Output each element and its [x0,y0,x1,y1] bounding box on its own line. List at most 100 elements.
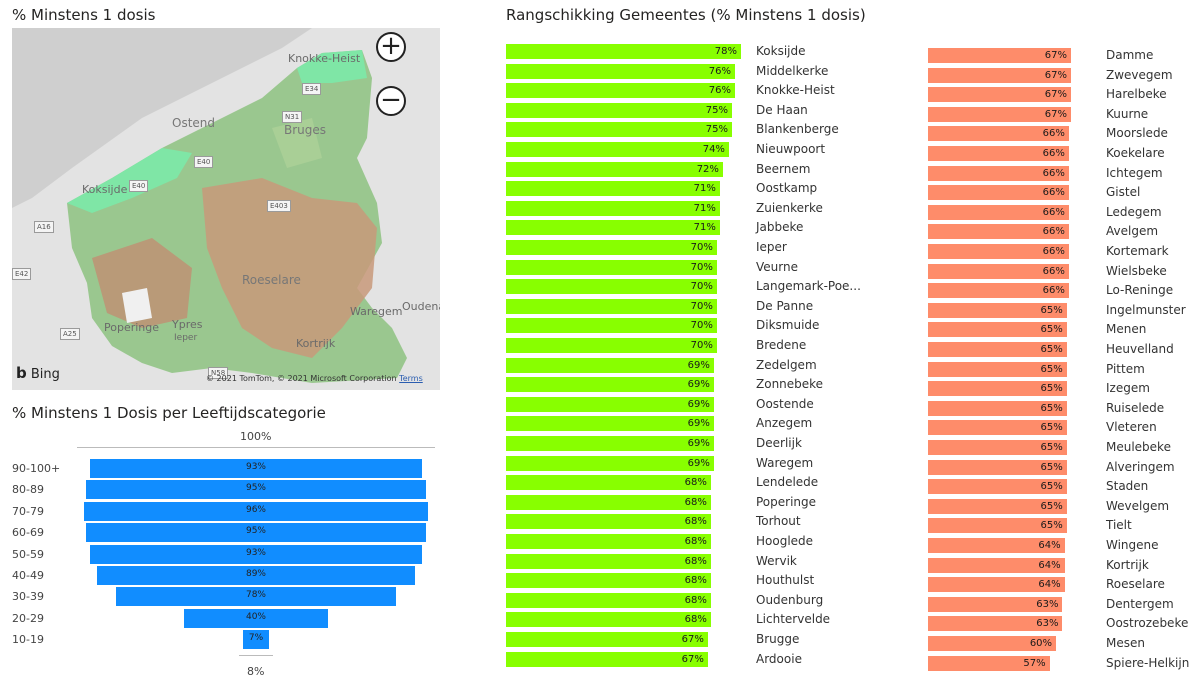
municipality-label: Roeselare [1106,577,1165,592]
age-bar[interactable]: 95% [85,523,427,543]
rank-bar-bottom[interactable]: 57% [928,655,1050,671]
rank-bar-bottom[interactable]: 65% [928,498,1067,514]
age-bar[interactable]: 96% [84,501,428,521]
rank-bar-value: 65% [1040,422,1063,434]
rank-bar-bottom[interactable]: 65% [928,381,1067,397]
rank-bar-top[interactable]: 68% [506,534,711,549]
rank-bar-top[interactable]: 70% [506,318,717,334]
rank-bar-bottom[interactable]: 66% [928,126,1069,142]
rank-bar-value: 75% [705,124,728,136]
rank-bar-top[interactable]: 76% [506,83,735,99]
municipality-label: Ieper [756,240,787,254]
municipality-label: Wielsbeke [1106,263,1167,278]
rank-bar-bottom[interactable]: 67% [928,48,1071,63]
rank-bar-top[interactable]: 68% [506,553,711,569]
municipality-label: De Haan [756,102,808,117]
municipality-map[interactable]: + − Knokke-Heist Ostend Bruges Koksijde … [12,28,440,390]
age-bar[interactable]: 89% [96,566,416,585]
rank-bar-top[interactable]: 68% [506,612,711,628]
age-bar[interactable]: 95% [85,480,427,500]
municipality-label: Anzegem [756,416,813,431]
municipality-label: Ingelmunster [1106,302,1186,317]
rank-bar-bottom[interactable]: 66% [928,283,1069,299]
rank-bar-value: 64% [1038,579,1061,591]
rank-bar-bottom[interactable]: 66% [928,146,1069,161]
rank-bar-bottom[interactable]: 65% [928,322,1067,338]
rank-bar-top[interactable]: 67% [506,632,708,647]
rank-bar-value: 72% [696,163,719,175]
age-category-label: 50-59 [12,547,44,561]
rank-bar-top[interactable]: 75% [506,102,732,118]
age-bar[interactable]: 93% [89,544,423,564]
rank-bar-top[interactable]: 78% [506,44,741,59]
rank-bar-bottom[interactable]: 66% [928,204,1069,220]
rank-bar-bottom[interactable]: 67% [928,67,1071,83]
municipality-label: Diksmuide [756,318,820,333]
rank-bar-bottom[interactable]: 64% [928,538,1065,553]
rank-bar-bottom[interactable]: 60% [928,636,1057,651]
low-coverage-region-west [92,238,192,328]
rank-bar-top[interactable]: 71% [506,181,720,197]
rank-bar-top[interactable]: 70% [506,259,717,275]
terms-link[interactable]: Terms [399,374,423,383]
rank-bar-top[interactable]: 68% [506,514,711,530]
rank-bar-top[interactable]: 71% [506,200,720,216]
rank-bar-value: 66% [1042,167,1065,179]
age-bar[interactable]: 40% [184,608,328,628]
rank-bar-top[interactable]: 69% [506,396,714,412]
rank-bar-bottom[interactable]: 65% [928,459,1067,475]
rank-bar-top[interactable]: 70% [506,338,717,353]
rank-bar-top[interactable]: 68% [506,573,711,589]
rank-bar-bottom[interactable]: 64% [928,557,1065,573]
rank-bar-bottom[interactable]: 66% [928,244,1069,259]
age-chart-title: % Minstens 1 Dosis per Leeftijdscategori… [12,404,326,422]
rank-bar-bottom[interactable]: 66% [928,263,1069,279]
age-bar[interactable]: 7% [243,630,269,650]
rank-bar-top[interactable]: 76% [506,63,735,79]
rank-bar-bottom[interactable]: 65% [928,342,1067,357]
age-bar[interactable]: 93% [89,459,423,478]
rank-bar-top[interactable]: 68% [506,494,711,510]
rank-bar-bottom[interactable]: 65% [928,400,1067,416]
rank-bar-bottom[interactable]: 65% [928,361,1067,377]
road-shield: A25 [60,328,80,340]
rank-bar-bottom[interactable]: 65% [928,440,1067,455]
rank-bar-value: 65% [1040,363,1063,375]
rank-bar-top[interactable]: 75% [506,122,732,138]
rank-bar-bottom[interactable]: 64% [928,577,1065,593]
rank-bar-top[interactable]: 67% [506,651,708,667]
rank-bar-top[interactable]: 68% [506,475,711,491]
rank-bar-top[interactable]: 72% [506,161,723,177]
rank-bar-bottom[interactable]: 66% [928,185,1069,201]
rank-bar-top[interactable]: 71% [506,220,720,236]
zoom-in-button[interactable]: + [376,32,406,62]
rank-bar-top[interactable]: 70% [506,240,717,255]
rank-bar-bottom[interactable]: 63% [928,616,1063,632]
rank-bar-bottom[interactable]: 67% [928,87,1071,103]
rank-bar-top[interactable]: 70% [506,298,717,314]
age-bar[interactable]: 78% [116,587,396,607]
rank-bar-top[interactable]: 69% [506,377,714,393]
age-category-label: 20-29 [12,611,44,625]
rank-bar-value: 68% [684,575,707,587]
rank-bar-bottom[interactable]: 65% [928,420,1067,436]
rank-bar-value: 75% [705,104,728,116]
rank-bar-top[interactable]: 68% [506,592,711,608]
rank-bar-top[interactable]: 69% [506,357,714,373]
rank-bar-top[interactable]: 69% [506,436,714,451]
rank-bar-bottom[interactable]: 67% [928,106,1071,122]
rank-bar-bottom[interactable]: 65% [928,479,1067,495]
municipality-label: Menen [1106,322,1147,337]
rank-bar-bottom[interactable]: 65% [928,518,1067,534]
rank-bar-bottom[interactable]: 63% [928,596,1063,612]
rank-bar-bottom[interactable]: 66% [928,165,1069,181]
rank-bar-bottom[interactable]: 66% [928,224,1069,240]
rank-bar-top[interactable]: 69% [506,416,714,432]
rank-bar-top[interactable]: 70% [506,279,717,295]
rank-bar-bottom[interactable]: 65% [928,302,1067,318]
zoom-out-button[interactable]: − [376,86,406,116]
rank-bar-top[interactable]: 74% [506,142,729,157]
age-bar-value: 95% [245,526,266,537]
age-category-label: 90-100+ [12,462,61,475]
rank-bar-top[interactable]: 69% [506,455,714,471]
